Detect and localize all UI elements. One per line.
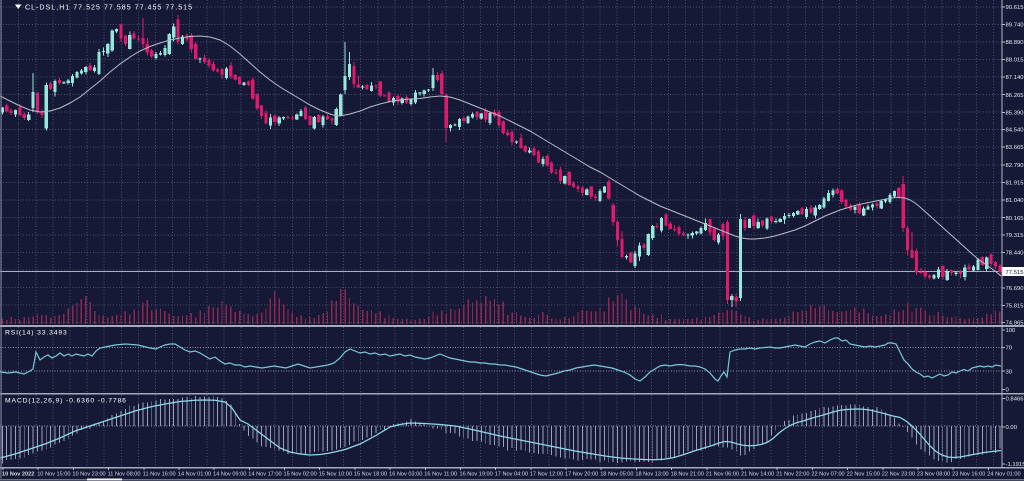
svg-text:14 Nov 09:00: 14 Nov 09:00	[213, 472, 246, 478]
svg-text:14 Nov 17:00: 14 Nov 17:00	[248, 472, 281, 478]
svg-text:87.140: 87.140	[1006, 75, 1024, 81]
svg-text:89.740: 89.740	[1006, 23, 1024, 29]
svg-text:21 Nov 14:00: 21 Nov 14:00	[741, 472, 774, 478]
svg-text:85.390: 85.390	[1006, 110, 1024, 116]
svg-text:RSI(14) 33.3493: RSI(14) 33.3493	[5, 330, 68, 337]
svg-text:81.040: 81.040	[1006, 198, 1024, 204]
svg-text:10 Nov 2022: 10 Nov 2022	[2, 472, 34, 478]
svg-text:81.915: 81.915	[1006, 181, 1024, 187]
svg-text:100: 100	[1006, 328, 1017, 334]
svg-text:MACD(12,26,9) -0.6360 -0.7786: MACD(12,26,9) -0.6360 -0.7786	[5, 398, 127, 405]
svg-text:0: 0	[1006, 388, 1010, 394]
svg-text:11 Nov 16:00: 11 Nov 16:00	[143, 472, 176, 478]
svg-text:18 Nov 05:00: 18 Nov 05:00	[600, 472, 633, 478]
svg-text:80.165: 80.165	[1006, 216, 1024, 222]
svg-text:83.665: 83.665	[1006, 145, 1024, 151]
svg-text:88.015: 88.015	[1006, 58, 1024, 64]
svg-text:30: 30	[1006, 369, 1013, 375]
svg-text:75.815: 75.815	[1006, 304, 1024, 310]
svg-text:10 Nov 15:00: 10 Nov 15:00	[37, 472, 70, 478]
svg-text:16 Nov 19:00: 16 Nov 19:00	[460, 472, 493, 478]
svg-text:16 Nov 03:00: 16 Nov 03:00	[389, 472, 422, 478]
svg-text:22 Nov 07:00: 22 Nov 07:00	[811, 472, 844, 478]
svg-text:79.315: 79.315	[1006, 233, 1024, 239]
svg-text:78.440: 78.440	[1006, 251, 1024, 257]
svg-text:-1.1915: -1.1915	[1006, 462, 1024, 468]
svg-text:CL-DSL,H1 77.525 77.585 77.455: CL-DSL,H1 77.525 77.585 77.455 77.515	[25, 4, 193, 11]
svg-text:15 Nov 02:00: 15 Nov 02:00	[284, 472, 317, 478]
svg-text:24 Nov 01:00: 24 Nov 01:00	[987, 472, 1020, 478]
svg-text:22 Nov 15:00: 22 Nov 15:00	[847, 472, 880, 478]
svg-text:77.515: 77.515	[1006, 270, 1024, 276]
svg-text:70: 70	[1006, 346, 1013, 352]
svg-text:21 Nov 22:00: 21 Nov 22:00	[776, 472, 809, 478]
svg-text:22 Nov 23:00: 22 Nov 23:00	[882, 472, 915, 478]
svg-text:23 Nov 16:00: 23 Nov 16:00	[952, 472, 985, 478]
svg-text:90.615: 90.615	[1006, 5, 1024, 11]
svg-text:17 Nov 20:00: 17 Nov 20:00	[565, 472, 598, 478]
svg-text:15 Nov 18:00: 15 Nov 18:00	[354, 472, 387, 478]
svg-text:17 Nov 04:00: 17 Nov 04:00	[495, 472, 528, 478]
svg-text:86.265: 86.265	[1006, 93, 1024, 99]
svg-text:0.00: 0.00	[1006, 425, 1018, 431]
svg-text:11 Nov 08:00: 11 Nov 08:00	[108, 472, 141, 478]
svg-text:82.790: 82.790	[1006, 163, 1024, 169]
svg-text:14 Nov 01:00: 14 Nov 01:00	[178, 472, 211, 478]
svg-text:88.890: 88.890	[1006, 40, 1024, 46]
svg-text:74.965: 74.965	[1006, 321, 1024, 327]
svg-text:84.540: 84.540	[1006, 128, 1024, 134]
svg-text:23 Nov 08:00: 23 Nov 08:00	[917, 472, 950, 478]
svg-text:16 Nov 11:00: 16 Nov 11:00	[424, 472, 457, 478]
svg-text:18 Nov 21:00: 18 Nov 21:00	[671, 472, 704, 478]
svg-text:76.690: 76.690	[1006, 286, 1024, 292]
svg-text:17 Nov 12:00: 17 Nov 12:00	[530, 472, 563, 478]
svg-text:0.8466: 0.8466	[1006, 397, 1024, 403]
svg-text:21 Nov 06:00: 21 Nov 06:00	[706, 472, 739, 478]
svg-text:10 Nov 23:00: 10 Nov 23:00	[72, 472, 105, 478]
svg-text:18 Nov 13:00: 18 Nov 13:00	[635, 472, 668, 478]
svg-text:15 Nov 10:00: 15 Nov 10:00	[319, 472, 352, 478]
